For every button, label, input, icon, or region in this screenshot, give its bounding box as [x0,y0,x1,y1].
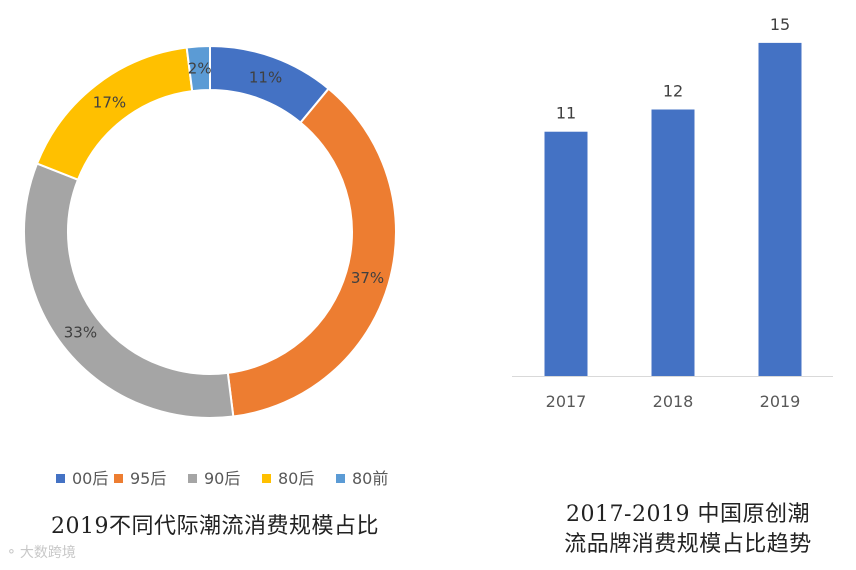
legend-label-00后: 00后 [72,469,108,488]
bar-chart-title-line-2: 流品牌消费规模占比趋势 [564,532,812,557]
legend-label-80前: 80前 [352,469,388,488]
donut-label-80后: 17% [93,93,126,111]
donut-slice-90后 [23,162,235,419]
legend-label-90后: 90后 [204,469,240,488]
legend-label-95后: 95后 [130,469,166,488]
bar-2019 [758,42,802,376]
x-tick-label-2017: 2017 [546,392,587,411]
donut-slice-95后 [226,87,397,418]
legend-swatch-80前 [336,474,345,483]
legend-swatch-80后 [262,474,271,483]
bar-chart: 11 2017 12 2018 15 2019 [512,15,833,411]
legend-swatch-90后 [188,474,197,483]
donut-label-95后: 37% [351,269,384,287]
bar-chart-title: 2017-2019 中国原创潮 流品牌消费规模占比趋势 [520,500,856,560]
donut-label-00后: 11% [249,69,282,87]
bar-2018 [651,109,695,376]
donut-slices [23,44,397,419]
donut-label-90后: 33% [64,324,97,342]
bar-2017 [544,131,588,376]
donut-slice-80前 [185,44,211,93]
donut-label-80前: 2% [188,59,212,77]
bar-value-label-2017: 11 [556,104,576,123]
logo-icon: ⚬ [6,544,17,560]
legend-swatch-00后 [56,474,65,483]
x-tick-label-2018: 2018 [653,392,694,411]
bar-value-label-2018: 12 [663,82,683,101]
donut-chart-title: 2019不同代际潮流消费规模占比 [51,514,379,539]
x-tick-label-2019: 2019 [760,392,801,411]
donut-data-labels: 11% 37% 33% 17% 2% [64,59,384,341]
legend-label-80后: 80后 [278,469,314,488]
bar-chart-title-line-1: 2017-2019 中国原创潮 [566,502,810,527]
watermark-text: 大数跨境 [19,545,76,561]
legend-swatch-95后 [114,474,123,483]
bar-value-label-2019: 15 [770,15,790,34]
watermark: ⚬ 大数跨境 [6,542,76,562]
donut-slice-80后 [35,46,194,182]
donut-legend: 00后 95后 90后 80后 80前 [56,469,388,488]
